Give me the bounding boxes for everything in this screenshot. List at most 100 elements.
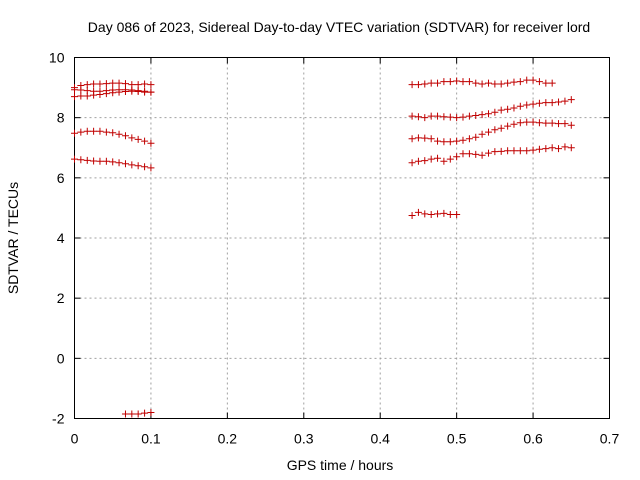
data-point <box>497 106 505 114</box>
data-point <box>115 159 123 167</box>
data-point <box>77 92 85 100</box>
data-point <box>141 137 149 145</box>
series-s3 <box>71 87 155 101</box>
data-point <box>472 112 480 120</box>
data-point <box>548 119 556 127</box>
data-point <box>478 111 486 119</box>
x-tick-label: 0.4 <box>370 431 390 447</box>
y-tick-label: 10 <box>49 50 65 66</box>
data-point <box>459 150 467 158</box>
data-point <box>465 150 473 158</box>
series-s11 <box>408 208 461 219</box>
data-point <box>83 92 91 100</box>
data-point <box>427 112 435 120</box>
data-point <box>71 93 78 101</box>
data-point <box>109 129 117 137</box>
data-point <box>83 81 91 89</box>
data-point <box>128 410 136 418</box>
data-point <box>440 157 448 165</box>
data-point <box>102 80 110 88</box>
data-point <box>134 135 142 143</box>
data-point <box>90 157 98 165</box>
data-point <box>561 143 569 151</box>
data-point <box>567 96 575 104</box>
y-tick-label: 0 <box>57 350 65 366</box>
series-s5 <box>71 155 155 172</box>
data-point <box>478 130 486 138</box>
data-point <box>510 147 518 155</box>
x-tick-label: 0.3 <box>294 431 314 447</box>
data-point <box>71 155 78 163</box>
data-point <box>421 80 429 88</box>
data-point <box>453 77 461 85</box>
data-point <box>434 210 442 218</box>
data-point <box>147 88 155 96</box>
data-point <box>446 113 454 121</box>
chart-title: Day 086 of 2023, Sidereal Day-to-day VTE… <box>88 19 590 35</box>
data-point <box>523 118 531 126</box>
data-point <box>77 156 85 164</box>
data-point <box>542 145 550 153</box>
data-point <box>121 80 129 88</box>
data-point <box>96 157 104 165</box>
data-point <box>491 148 499 156</box>
data-point <box>427 155 435 163</box>
data-point <box>102 157 110 165</box>
data-point <box>491 108 499 116</box>
series-s6 <box>121 408 155 418</box>
data-point <box>555 98 563 106</box>
data-point <box>141 88 149 96</box>
data-point <box>414 157 422 165</box>
data-point <box>71 129 78 137</box>
data-point <box>77 86 85 94</box>
data-point <box>121 132 129 140</box>
y-tick-label: 8 <box>57 110 65 126</box>
data-point <box>523 101 531 109</box>
data-point <box>408 159 416 167</box>
data-point <box>472 133 480 141</box>
data-point <box>446 78 454 86</box>
data-point <box>121 160 129 168</box>
data-point <box>555 120 563 128</box>
x-tick-label: 0.5 <box>447 431 467 447</box>
data-point <box>446 138 454 146</box>
data-point <box>115 79 123 87</box>
x-tick-label: 0 <box>71 431 79 447</box>
data-point <box>548 99 556 107</box>
data-point <box>497 124 505 132</box>
x-axis-label: GPS time / hours <box>287 457 394 473</box>
data-point <box>90 127 98 135</box>
data-point <box>440 138 448 146</box>
data-point <box>523 147 531 155</box>
data-point <box>147 408 155 416</box>
data-point <box>555 145 563 153</box>
data-point <box>141 163 149 171</box>
data-point <box>421 134 429 142</box>
data-point <box>434 154 442 162</box>
data-point <box>414 208 422 216</box>
y-tick-label: -2 <box>52 411 65 427</box>
data-point <box>535 145 543 153</box>
data-point <box>472 150 480 158</box>
data-point <box>504 147 512 155</box>
data-point <box>485 79 493 87</box>
data-point <box>497 80 505 88</box>
data-point <box>109 158 117 166</box>
series-s10 <box>408 143 575 167</box>
data-point <box>453 153 461 161</box>
data-point <box>485 110 493 118</box>
data-point <box>504 79 512 87</box>
x-tick-label: 0.7 <box>600 431 620 447</box>
data-point <box>141 409 149 417</box>
data-point <box>408 81 416 89</box>
data-point <box>548 79 556 87</box>
data-point <box>485 128 493 136</box>
data-point <box>414 113 422 121</box>
data-point <box>115 130 123 138</box>
data-point <box>121 87 129 95</box>
data-point <box>485 149 493 157</box>
data-point <box>134 87 142 95</box>
data-point <box>516 147 524 155</box>
y-axis-label: SDTVAR / TECUs <box>5 182 21 294</box>
